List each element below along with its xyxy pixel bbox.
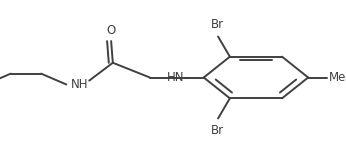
Text: HN: HN bbox=[167, 71, 184, 84]
Text: Me: Me bbox=[329, 71, 346, 84]
Text: NH: NH bbox=[70, 78, 88, 91]
Text: O: O bbox=[107, 24, 116, 37]
Text: Br: Br bbox=[211, 124, 224, 137]
Text: Br: Br bbox=[211, 18, 224, 31]
